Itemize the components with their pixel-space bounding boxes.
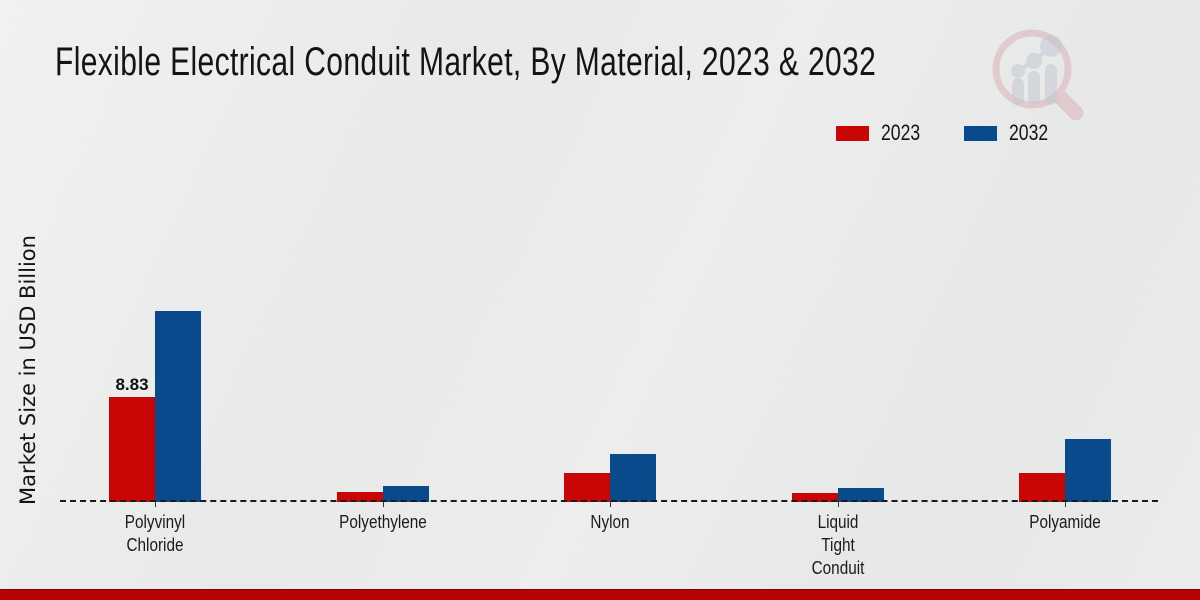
bar-2023-nylon bbox=[564, 473, 610, 502]
bar-2032-polyamide bbox=[1065, 439, 1111, 502]
bar-2023-polyamide bbox=[1019, 473, 1065, 502]
chart-title: Flexible Electrical Conduit Market, By M… bbox=[55, 40, 877, 84]
legend-swatch-2023 bbox=[836, 125, 869, 141]
x-axis-tick-polyethylene bbox=[383, 502, 384, 507]
x-axis-tick-nylon bbox=[610, 502, 611, 507]
x-axis-label-polyvinyl-chloride: Polyvinyl Chloride bbox=[124, 512, 186, 555]
x-axis-label-liquid-tight-conduit: Liquid Tight Conduit bbox=[811, 512, 865, 578]
legend-swatch-2032 bbox=[963, 125, 997, 141]
bar-2023-liquid-tight-conduit bbox=[792, 493, 838, 502]
legend-item-2032: 2032 bbox=[963, 120, 1058, 146]
legend-label-2032: 2032 bbox=[1008, 120, 1049, 145]
x-axis-label-polyethylene: Polyethylene bbox=[339, 512, 427, 532]
bar-2032-liquid-tight-conduit bbox=[838, 488, 884, 502]
bar-2023-polyethylene bbox=[337, 492, 383, 502]
x-axis-label-polyamide: Polyamide bbox=[1029, 512, 1101, 532]
bar-2032-polyvinyl-chloride bbox=[155, 311, 201, 502]
x-axis-label-nylon: Nylon bbox=[590, 512, 630, 532]
legend-item-2023: 2023 bbox=[836, 120, 930, 146]
x-axis-tick-liquid-tight-conduit bbox=[838, 502, 839, 507]
footer-stripe bbox=[0, 589, 1200, 600]
data-label-2023-polyvinyl-chloride: 8.83 bbox=[115, 375, 149, 394]
x-axis-tick-polyamide bbox=[1065, 502, 1066, 507]
bar-2023-polyvinyl-chloride bbox=[109, 397, 155, 502]
x-axis-baseline bbox=[60, 500, 1158, 502]
bar-2032-nylon bbox=[610, 454, 656, 502]
legend: 2023 2032 bbox=[836, 120, 1058, 146]
bar-2032-polyethylene bbox=[383, 486, 429, 502]
magnifier-chart-logo-icon bbox=[992, 29, 1084, 121]
x-axis-tick-polyvinyl-chloride bbox=[155, 502, 156, 507]
legend-label-2023: 2023 bbox=[881, 120, 921, 145]
